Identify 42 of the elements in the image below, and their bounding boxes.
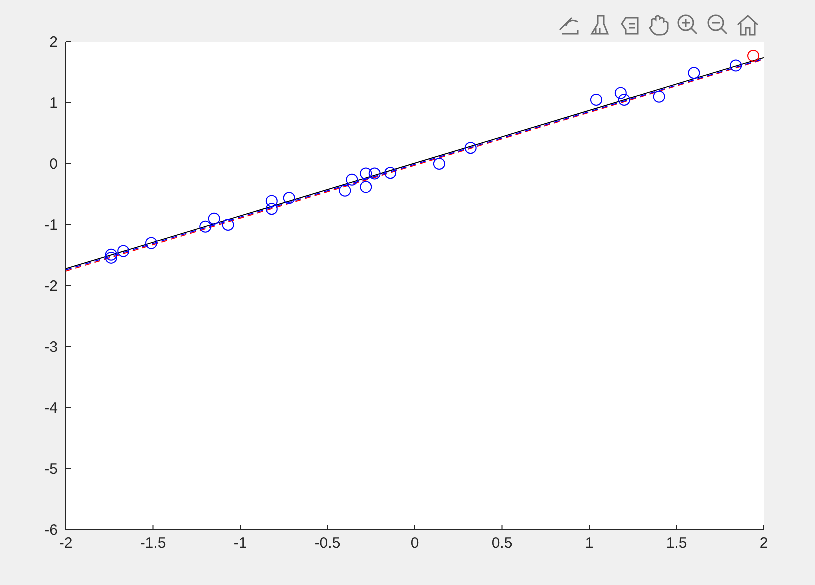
y-tick-label: -6	[44, 522, 58, 539]
point	[266, 203, 278, 216]
x-tick-label: -0.5	[314, 535, 341, 552]
point	[688, 67, 700, 80]
x-tick-label: -1.5	[140, 535, 166, 552]
point	[346, 174, 358, 186]
x-tick-label: 0.5	[492, 535, 513, 552]
point	[464, 142, 477, 154]
y-tick-label: 1	[50, 95, 58, 112]
point	[360, 168, 372, 180]
point	[384, 167, 397, 180]
x-tick-label: 1.5	[666, 535, 688, 552]
point	[222, 219, 234, 231]
point	[105, 248, 118, 261]
point	[339, 184, 352, 197]
point	[368, 168, 381, 180]
point	[590, 94, 602, 106]
point	[266, 195, 278, 208]
point	[618, 94, 630, 106]
y-tick-label: -5	[44, 461, 58, 478]
y-tick-label: 0	[50, 156, 58, 173]
point	[653, 90, 666, 103]
point	[748, 50, 760, 62]
point	[146, 237, 158, 250]
x-tick-label: 0	[410, 535, 420, 552]
point	[118, 245, 130, 258]
point	[730, 60, 742, 72]
point	[283, 192, 296, 204]
x-tick-label: 2	[760, 535, 768, 552]
point	[208, 212, 220, 225]
x-tick-label: 1	[585, 535, 594, 552]
x-tick-label: -1	[234, 535, 248, 552]
y-tick-label: -4	[44, 400, 58, 417]
y-tick-label: 2	[50, 34, 58, 51]
point	[200, 220, 212, 233]
point	[105, 252, 118, 264]
y-tick-label: -2	[44, 278, 58, 295]
point	[614, 87, 627, 100]
point	[433, 158, 446, 170]
y-tick-label: -1	[44, 217, 58, 234]
point	[360, 181, 372, 194]
y-tick-label: -3	[44, 339, 58, 356]
